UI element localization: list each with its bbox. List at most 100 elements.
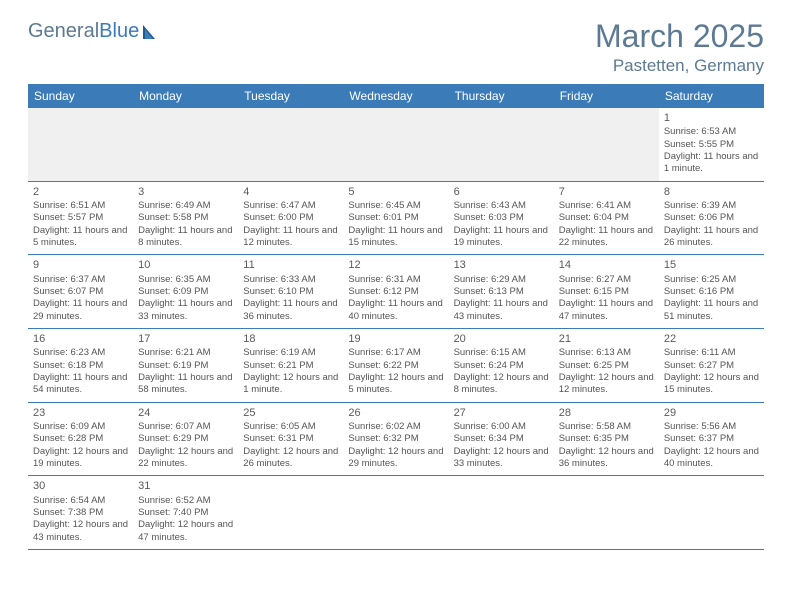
day-cell: 26Sunrise: 6:02 AMSunset: 6:32 PMDayligh… — [343, 403, 448, 476]
sunset-text: Sunset: 5:57 PM — [33, 212, 128, 224]
daylight-text: Daylight: 12 hours and 36 minutes. — [559, 446, 654, 471]
day-number: 10 — [138, 258, 233, 272]
day-number: 24 — [138, 406, 233, 420]
day-cell: 12Sunrise: 6:31 AMSunset: 6:12 PMDayligh… — [343, 255, 448, 328]
day-number: 13 — [454, 258, 549, 272]
day-cell: 25Sunrise: 6:05 AMSunset: 6:31 PMDayligh… — [238, 403, 343, 476]
day-cell: 20Sunrise: 6:15 AMSunset: 6:24 PMDayligh… — [449, 329, 554, 402]
day-number: 14 — [559, 258, 654, 272]
sunset-text: Sunset: 6:09 PM — [138, 286, 233, 298]
week-row: 23Sunrise: 6:09 AMSunset: 6:28 PMDayligh… — [28, 403, 764, 477]
sunrise-text: Sunrise: 6:29 AM — [454, 274, 549, 286]
week-row: 9Sunrise: 6:37 AMSunset: 6:07 PMDaylight… — [28, 255, 764, 329]
sunrise-text: Sunrise: 6:41 AM — [559, 200, 654, 212]
sunrise-text: Sunrise: 6:35 AM — [138, 274, 233, 286]
day-cell: 3Sunrise: 6:49 AMSunset: 5:58 PMDaylight… — [133, 182, 238, 255]
sunrise-text: Sunrise: 6:25 AM — [664, 274, 759, 286]
sunrise-text: Sunrise: 6:15 AM — [454, 347, 549, 359]
sunset-text: Sunset: 6:19 PM — [138, 360, 233, 372]
day-cell — [238, 108, 343, 181]
sunrise-text: Sunrise: 6:51 AM — [33, 200, 128, 212]
sunrise-text: Sunrise: 6:00 AM — [454, 421, 549, 433]
day-cell: 4Sunrise: 6:47 AMSunset: 6:00 PMDaylight… — [238, 182, 343, 255]
day-cell: 31Sunrise: 6:52 AMSunset: 7:40 PMDayligh… — [133, 476, 238, 549]
sunrise-text: Sunrise: 6:33 AM — [243, 274, 338, 286]
day-header: Tuesday — [238, 84, 343, 108]
day-number: 21 — [559, 332, 654, 346]
sunrise-text: Sunrise: 6:43 AM — [454, 200, 549, 212]
sunset-text: Sunset: 6:25 PM — [559, 360, 654, 372]
sunset-text: Sunset: 6:22 PM — [348, 360, 443, 372]
day-cell: 29Sunrise: 5:56 AMSunset: 6:37 PMDayligh… — [659, 403, 764, 476]
sunset-text: Sunset: 6:07 PM — [33, 286, 128, 298]
sunrise-text: Sunrise: 6:07 AM — [138, 421, 233, 433]
day-number: 31 — [138, 479, 233, 493]
day-number: 5 — [348, 185, 443, 199]
daylight-text: Daylight: 12 hours and 43 minutes. — [33, 519, 128, 544]
sunset-text: Sunset: 7:38 PM — [33, 507, 128, 519]
week-row: 2Sunrise: 6:51 AMSunset: 5:57 PM Daylight… — [28, 182, 764, 256]
sunset-text: Sunset: 6:37 PM — [664, 433, 759, 445]
sunrise-text: Sunrise: 6:27 AM — [559, 274, 654, 286]
day-number: 3 — [138, 185, 233, 199]
day-number: 8 — [664, 185, 759, 199]
day-cell: 22Sunrise: 6:11 AMSunset: 6:27 PMDayligh… — [659, 329, 764, 402]
day-cell — [554, 476, 659, 549]
daylight-text: Daylight: 11 hours and 15 minutes. — [348, 225, 443, 250]
sunrise-text: Sunrise: 6:45 AM — [348, 200, 443, 212]
sunrise-text: Sunrise: 6:31 AM — [348, 274, 443, 286]
day-cell — [449, 108, 554, 181]
day-cell: 17Sunrise: 6:21 AMSunset: 6:19 PMDayligh… — [133, 329, 238, 402]
sunset-text: Sunset: 6:34 PM — [454, 433, 549, 445]
day-cell: 19Sunrise: 6:17 AMSunset: 6:22 PMDayligh… — [343, 329, 448, 402]
sunset-text: Sunset: 6:35 PM — [559, 433, 654, 445]
day-headers: SundayMondayTuesdayWednesdayThursdayFrid… — [28, 84, 764, 108]
day-number: 7 — [559, 185, 654, 199]
daylight-text: Daylight: 11 hours and 1 minute. — [664, 151, 759, 176]
day-cell: 16Sunrise: 6:23 AMSunset: 6:18 PMDayligh… — [28, 329, 133, 402]
day-cell: 6Sunrise: 6:43 AMSunset: 6:03 PMDaylight… — [449, 182, 554, 255]
sunset-text: Sunset: 6:13 PM — [454, 286, 549, 298]
day-cell: 13 Sunrise: 6:29 AMSunset: 6:13 PMDayligh… — [449, 255, 554, 328]
day-header: Monday — [133, 84, 238, 108]
day-number: 6 — [454, 185, 549, 199]
sunrise-text: Sunrise: 6:53 AM — [664, 126, 759, 138]
sunrise-text: Sunrise: 6:23 AM — [33, 347, 128, 359]
day-cell: 8Sunrise: 6:39 AMSunset: 6:06 PMDaylight… — [659, 182, 764, 255]
day-header: Saturday — [659, 84, 764, 108]
daylight-text: Daylight: 11 hours and 51 minutes. — [664, 298, 759, 323]
day-cell: 10Sunrise: 6:35 AMSunset: 6:09 PMDayligh… — [133, 255, 238, 328]
location: Pastetten, Germany — [595, 56, 764, 76]
daylight-text: Daylight: 11 hours and 22 minutes. — [559, 225, 654, 250]
day-number: 26 — [348, 406, 443, 420]
day-number: 28 — [559, 406, 654, 420]
daylight-text: Daylight: 11 hours and 43 minutes. — [454, 298, 549, 323]
day-number: 12 — [348, 258, 443, 272]
sunrise-text: Sunrise: 6:49 AM — [138, 200, 233, 212]
day-number: 22 — [664, 332, 759, 346]
header: GeneralBlue March 2025 Pastetten, German… — [28, 20, 764, 76]
sunset-text: Sunset: 6:03 PM — [454, 212, 549, 224]
sunrise-text: Sunrise: 6:09 AM — [33, 421, 128, 433]
daylight-text: Daylight: 11 hours and 47 minutes. — [559, 298, 654, 323]
day-number: 15 — [664, 258, 759, 272]
sunrise-text: Sunrise: 6:47 AM — [243, 200, 338, 212]
sail-icon — [141, 23, 163, 41]
daylight-text: Daylight: 12 hours and 5 minutes. — [348, 372, 443, 397]
day-number: 23 — [33, 406, 128, 420]
day-cell — [449, 476, 554, 549]
week-row: 30Sunrise: 6:54 AMSunset: 7:38 PMDayligh… — [28, 476, 764, 550]
sunrise-text: Sunrise: 5:56 AM — [664, 421, 759, 433]
sunset-text: Sunset: 6:21 PM — [243, 360, 338, 372]
day-number: 25 — [243, 406, 338, 420]
day-number: 16 — [33, 332, 128, 346]
daylight-text: Daylight: 12 hours and 26 minutes. — [243, 446, 338, 471]
day-cell — [133, 108, 238, 181]
day-number: 2 — [33, 185, 128, 199]
sunset-text: Sunset: 6:06 PM — [664, 212, 759, 224]
sunset-text: Sunset: 6:32 PM — [348, 433, 443, 445]
brand-logo: GeneralBlue — [28, 20, 163, 43]
day-cell: 21Sunrise: 6:13 AMSunset: 6:25 PMDayligh… — [554, 329, 659, 402]
day-number: 11 — [243, 258, 338, 272]
daylight-text: Daylight: 12 hours and 12 minutes. — [559, 372, 654, 397]
